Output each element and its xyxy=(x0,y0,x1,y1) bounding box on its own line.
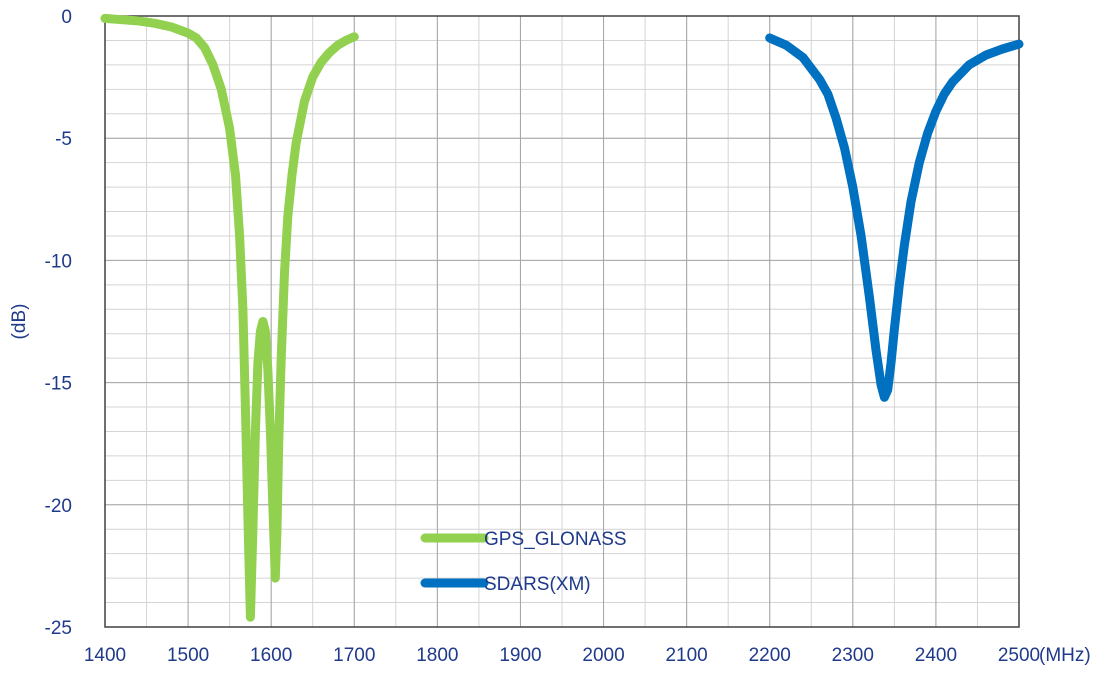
y-tick-label: -25 xyxy=(45,618,72,639)
legend: GPS_GLONASS SDARS(XM) xyxy=(420,529,627,595)
y-axis-label: (dB) xyxy=(9,304,30,340)
x-tick-label: 2400 xyxy=(915,645,957,666)
series-layer xyxy=(100,13,1024,622)
plot-frame xyxy=(104,15,1020,628)
x-tick-label: 1500 xyxy=(167,645,209,666)
x-tick-label: 2500 xyxy=(998,645,1040,666)
x-tick-label: 2100 xyxy=(665,645,707,666)
x-tick-label: 2000 xyxy=(582,645,624,666)
legend-label-sdars-xm: SDARS(XM) xyxy=(484,574,591,595)
y-tick-label: -15 xyxy=(45,374,72,395)
x-tick-label: 1800 xyxy=(416,645,458,666)
x-axis-label: (MHz) xyxy=(1039,645,1091,666)
x-tick-label: 2200 xyxy=(749,645,791,666)
y-tick-labels: 0 -5 -10 -15 -20 -25 xyxy=(45,7,72,639)
x-tick-label: 1400 xyxy=(84,645,126,666)
x-tick-label: 2300 xyxy=(832,645,874,666)
x-tick-labels: 1400 1500 1600 1700 1800 1900 2000 2100 2200 2300… xyxy=(84,645,1040,666)
x-tick-label: 1900 xyxy=(499,645,541,666)
legend-label-gps-glonass: GPS_GLONASS xyxy=(484,529,627,550)
y-tick-label: 0 xyxy=(61,7,72,28)
y-tick-label: -20 xyxy=(45,496,72,517)
y-tick-label: -5 xyxy=(55,129,72,150)
x-tick-label: 1700 xyxy=(333,645,375,666)
series-line-1 xyxy=(765,33,1024,402)
y-tick-label: -10 xyxy=(45,251,72,272)
x-tick-label: 1600 xyxy=(250,645,292,666)
series-line-0 xyxy=(100,13,359,622)
